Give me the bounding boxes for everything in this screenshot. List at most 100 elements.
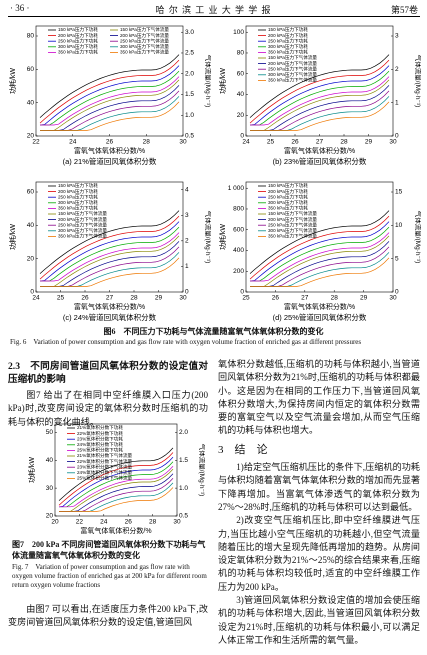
y-tick-label: 20	[237, 112, 245, 119]
y2-tick-label: 3	[395, 33, 399, 40]
paragraph: 2)改变空气压缩机压比,即中空纤维膜进气压力,当压比越小空气压缩机的功耗越小,但…	[218, 515, 420, 592]
x-tick-label: 30	[389, 139, 397, 146]
y-tick-label: 40	[237, 91, 245, 98]
curve	[40, 235, 180, 287]
y2-tick-label: 0.5	[179, 513, 188, 520]
legend-label: 150 kPa压力下功耗	[58, 26, 98, 33]
paragraph: 3)管道回风氧体积分数设定值的增加会使压缩机的功耗与体积增大,因此,当管道回风氧…	[218, 595, 420, 645]
curve	[40, 101, 180, 131]
legend-label: 25%氧体积分数下功耗	[77, 447, 123, 454]
legend-label: 23%氧体积分数下功耗	[77, 435, 123, 442]
x-axis-label: 富氧气体氧体积分数/%	[284, 146, 355, 155]
legend-label: 250 kPa压力下气体流量	[268, 221, 317, 228]
y-tick-label: 400	[233, 247, 244, 254]
legend-label: 250 kPa压力下功耗	[268, 37, 308, 44]
legend-label: 300 kPa压力下功耗	[268, 199, 308, 206]
y2-tick-label: 4	[185, 186, 189, 193]
y2-tick-label: 2.0	[179, 429, 188, 436]
y-tick-label: 40	[27, 99, 35, 106]
y-tick-label: 30	[46, 485, 54, 492]
figure-caption-en: Fig. 7 Variation of power consumption an…	[12, 563, 207, 589]
y2-tick-label: 3	[185, 212, 189, 219]
legend-label: 350 kPa压力下功耗	[268, 205, 308, 212]
curve	[250, 226, 390, 282]
x-axis-label: 富氧气体氧体积分数/%	[74, 146, 145, 155]
curve	[250, 79, 390, 131]
legend-label: 150 kPa压力下气体流量	[268, 210, 317, 217]
y2-tick-label: 0	[395, 133, 399, 140]
y2-tick-label: 1	[395, 99, 399, 106]
curve	[39, 210, 180, 274]
section-heading: 3 结 论	[218, 443, 268, 456]
figure-caption: 图6 不同压力下功耗与气体流量随富氧气体氧体积分数的变化	[103, 327, 324, 336]
curve	[250, 85, 390, 131]
curve	[40, 232, 180, 282]
x-axis-label: 富氧气体氧体积分数/%	[284, 302, 355, 311]
x-tick-label: 30	[179, 295, 187, 302]
curve	[39, 65, 180, 126]
legend-label: 150 kPa压力下气体流量	[58, 210, 107, 217]
curve	[250, 235, 390, 287]
x-tick-label: 25	[267, 139, 275, 146]
y2-axis-label: 气体流量/(Mg·h⁻¹)	[198, 444, 205, 497]
x-axis-label: 富氧气体氧体积分数/%	[74, 302, 145, 311]
y-tick-label: 60	[237, 70, 245, 77]
curve	[58, 447, 174, 501]
y-tick-label: 200	[233, 268, 244, 275]
x-tick-label: 28	[143, 139, 151, 146]
volume: 第57卷	[390, 5, 418, 15]
legend-label: 350 kPa压力下功耗	[268, 49, 308, 56]
x-tick-label: 27	[316, 139, 324, 146]
legend-label: 250 kPa压力下气体流量	[58, 221, 107, 228]
y-tick-label: 0	[240, 133, 244, 140]
y2-tick-label: 1.0	[179, 485, 188, 492]
legend-label: 200 kPa压力下气体流量	[58, 216, 107, 223]
curve	[40, 257, 180, 287]
legend-label: 200 kPa压力下功耗	[58, 32, 98, 39]
y2-tick-label: 1	[185, 263, 189, 270]
panel-caption: (a) 21%管道回风氧体积分数	[63, 156, 157, 166]
y2-tick-label: 15	[395, 189, 403, 196]
x-tick-label: 24	[69, 139, 77, 146]
curve	[250, 232, 390, 282]
paragraph: 1)给定空气压缩机压比的条件下,压缩机的功耗与体积均随着富氧气体氧体积分数的增加…	[218, 462, 420, 512]
y2-tick-label: 0	[185, 289, 189, 296]
x-tick-label: 22	[32, 139, 40, 146]
x-tick-label: 29	[360, 295, 368, 302]
x-tick-label: 20	[51, 519, 59, 526]
y2-tick-label: 2.0	[185, 70, 194, 77]
legend-label: 24%氧体积分数下功耗	[77, 441, 123, 448]
legend-label: 22%氧体积分数下气体流量	[77, 458, 133, 465]
legend-label: 350 kPa压力下气体流量	[268, 233, 317, 240]
y-tick-label: 20	[46, 513, 54, 520]
y-tick-label: 50	[46, 429, 54, 436]
legend-label: 21%氧体积分数下功耗	[77, 424, 123, 431]
legend-label: 200 kPa压力下功耗	[268, 32, 308, 39]
legend-label: 150 kPa压力下功耗	[268, 26, 308, 33]
x-tick-label: 24	[32, 295, 40, 302]
header-rule	[8, 16, 420, 17]
y-tick-label: 1 000	[228, 185, 245, 192]
x-tick-label: 24	[100, 519, 108, 526]
curve	[249, 54, 390, 118]
x-tick-label: 25	[57, 295, 65, 302]
x-tick-label: 30	[173, 519, 181, 526]
y-tick-label: 20	[27, 255, 35, 262]
figure-panel: 24 25 26 27 28 29 300204060801000123富氧气体氧体积分数/…	[218, 25, 421, 166]
x-tick-label: 30	[389, 295, 397, 302]
curve	[249, 65, 390, 126]
legend-label: 300 kPa压力下气体流量	[268, 71, 317, 78]
x-tick-label: 26	[81, 295, 89, 302]
y-tick-label: 60	[27, 189, 35, 196]
legend-label: 350 kPa压力下气体流量	[120, 49, 169, 56]
legend-label: 300 kPa压力下功耗	[58, 43, 98, 50]
legend-label: 23%氧体积分数下气体流量	[77, 463, 133, 470]
legend-label: 25%氧体积分数下气体流量	[77, 475, 133, 482]
y-tick-label: 40	[46, 457, 54, 464]
curve	[40, 241, 180, 287]
legend-label: 350 kPa压力下气体流量	[268, 77, 317, 84]
legend-label: 300 kPa压力下气体流量	[120, 43, 169, 50]
y-tick-label: 0	[30, 289, 34, 296]
figure-caption-en: Fig. 6 Variation of power consumption an…	[10, 338, 362, 346]
y-tick-label: 600	[233, 226, 244, 233]
